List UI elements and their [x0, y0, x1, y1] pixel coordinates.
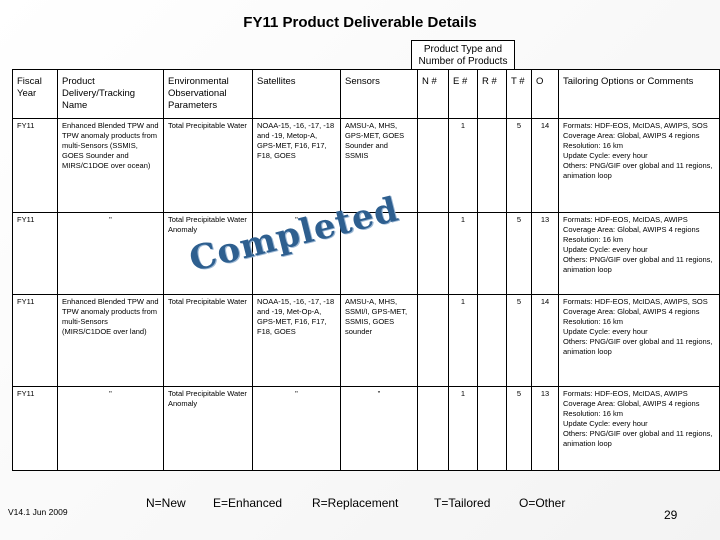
legend-enhanced: E=Enhanced	[213, 496, 283, 510]
comment-line: Update Cycle: every hour	[563, 245, 648, 254]
cell-comments: Formats: HDF-EOS, McIDAS, AWIPS, SOS Cov…	[558, 294, 720, 387]
table-row: FY11 Enhanced Blended TPW and TPW anomal…	[12, 118, 720, 213]
comment-line: Others: PNG/GIF over global and 11 regio…	[563, 161, 713, 180]
cell-satellites: NOAA-15, -16, -17, -18 and -19, Met-Op-A…	[252, 294, 341, 387]
cell-n	[417, 294, 449, 387]
header-parameters: Environmental Observational Parameters	[163, 69, 253, 119]
cell-comments: Formats: HDF-EOS, McIDAS, AWIPS Coverage…	[558, 212, 720, 295]
cell-o: 14	[531, 118, 559, 213]
cell-product-name: Enhanced Blended TPW and TPW anomaly pro…	[57, 294, 164, 387]
cell-n	[417, 386, 449, 471]
cell-satellites: NOAA-15, -16, -17, -18 and -19, Metop-A,…	[252, 118, 341, 213]
table-row: FY11 " Total Precipitable Water Anomaly …	[12, 212, 720, 295]
cell-e: 1	[448, 386, 478, 471]
comment-line: Update Cycle: every hour	[563, 151, 648, 160]
cell-e: 1	[448, 294, 478, 387]
cell-t: 5	[506, 118, 532, 213]
header-r: R #	[477, 69, 507, 119]
comment-line: Formats: HDF-EOS, McIDAS, AWIPS, SOS	[563, 121, 708, 130]
cell-o: 13	[531, 212, 559, 295]
cell-sensors: "	[340, 212, 418, 295]
cell-parameter: Total Precipitable Water	[163, 118, 253, 213]
comment-line: Others: PNG/GIF over global and 11 regio…	[563, 255, 713, 274]
cell-product-name: "	[57, 386, 164, 471]
header-o: O	[531, 69, 559, 119]
cell-r	[477, 386, 507, 471]
comment-line: Coverage Area: Global, AWIPS 4 regions	[563, 131, 700, 140]
deliverables-table: Fiscal Year Product Delivery/Tracking Na…	[12, 69, 720, 471]
product-type-header: Product Type and Number of Products	[411, 40, 515, 69]
comment-line: Resolution: 16 km	[563, 235, 624, 244]
cell-n	[417, 212, 449, 295]
cell-r	[477, 212, 507, 295]
cell-t: 5	[506, 212, 532, 295]
cell-satellites: "	[252, 386, 341, 471]
cell-n	[417, 118, 449, 213]
header-fiscal-year: Fiscal Year	[12, 69, 58, 119]
legend-new: N=New	[146, 496, 186, 510]
comment-line: Resolution: 16 km	[563, 409, 624, 418]
cell-t: 5	[506, 386, 532, 471]
cell-product-name: "	[57, 212, 164, 295]
cell-comments: Formats: HDF-EOS, McIDAS, AWIPS Coverage…	[558, 386, 720, 471]
cell-r	[477, 294, 507, 387]
cell-fiscal-year: FY11	[12, 118, 58, 213]
cell-product-name: Enhanced Blended TPW and TPW anomaly pro…	[57, 118, 164, 213]
comment-line: Update Cycle: every hour	[563, 327, 648, 336]
header-n: N #	[417, 69, 449, 119]
cell-fiscal-year: FY11	[12, 294, 58, 387]
table-header-row: Fiscal Year Product Delivery/Tracking Na…	[12, 69, 720, 119]
table-row: FY11 " Total Precipitable Water Anomaly …	[12, 386, 720, 471]
cell-t: 5	[506, 294, 532, 387]
comment-line: Formats: HDF-EOS, McIDAS, AWIPS	[563, 215, 688, 224]
header-satellites: Satellites	[252, 69, 341, 119]
comment-line: Coverage Area: Global, AWIPS 4 regions	[563, 225, 700, 234]
comment-line: Others: PNG/GIF over global and 11 regio…	[563, 429, 713, 448]
legend-replacement: R=Replacement	[312, 496, 399, 510]
cell-sensors: AMSU-A, MHS, SSMI/I, GPS-MET, SSMIS, GOE…	[340, 294, 418, 387]
cell-e: 1	[448, 212, 478, 295]
header-e: E #	[448, 69, 478, 119]
comment-line: Coverage Area: Global, AWIPS 4 regions	[563, 399, 700, 408]
comment-line: Formats: HDF-EOS, McIDAS, AWIPS, SOS	[563, 297, 708, 306]
comment-line: Update Cycle: every hour	[563, 419, 648, 428]
page-number: 29	[664, 508, 678, 522]
header-t: T #	[506, 69, 532, 119]
comment-line: Resolution: 16 km	[563, 317, 624, 326]
header-product-name: Product Delivery/Tracking Name	[57, 69, 164, 119]
cell-r	[477, 118, 507, 213]
legend-other: O=Other	[519, 496, 566, 510]
cell-fiscal-year: FY11	[12, 212, 58, 295]
cell-comments: Formats: HDF-EOS, McIDAS, AWIPS, SOS Cov…	[558, 118, 720, 213]
comment-line: Coverage Area: Global, AWIPS 4 regions	[563, 307, 700, 316]
cell-parameter: Total Precipitable Water	[163, 294, 253, 387]
cell-sensors: "	[340, 386, 418, 471]
cell-parameter: Total Precipitable Water Anomaly	[163, 212, 253, 295]
cell-e: 1	[448, 118, 478, 213]
comment-line: Resolution: 16 km	[563, 141, 624, 150]
cell-satellites: "	[252, 212, 341, 295]
table-row: FY11 Enhanced Blended TPW and TPW anomal…	[12, 294, 720, 387]
page-title: FY11 Product Deliverable Details	[243, 14, 477, 31]
cell-o: 13	[531, 386, 559, 471]
cell-fiscal-year: FY11	[12, 386, 58, 471]
comment-line: Others: PNG/GIF over global and 11 regio…	[563, 337, 713, 356]
legend-tailored: T=Tailored	[434, 496, 491, 510]
cell-o: 14	[531, 294, 559, 387]
comment-line: Formats: HDF-EOS, McIDAS, AWIPS	[563, 389, 688, 398]
header-sensors: Sensors	[340, 69, 418, 119]
version-label: V14.1 Jun 2009	[8, 507, 68, 517]
cell-parameter: Total Precipitable Water Anomaly	[163, 386, 253, 471]
header-comments: Tailoring Options or Comments	[558, 69, 720, 119]
